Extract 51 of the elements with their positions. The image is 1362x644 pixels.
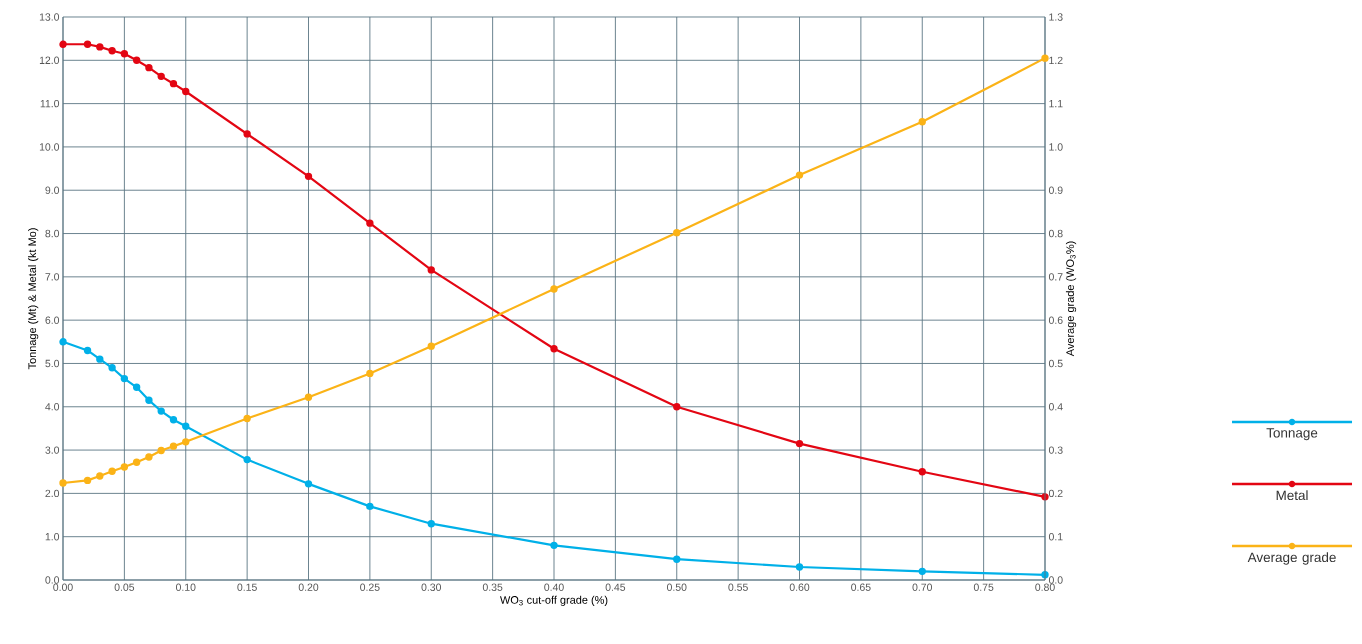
x-tick-label: 0.35: [482, 583, 503, 591]
x-tick-label: 0.10: [175, 583, 196, 591]
y2-axis-title: Average grade (WO$_{3}$%): [1065, 241, 1077, 357]
y-tick-label: 13.0: [39, 13, 60, 21]
y-tick-label: 8.0: [45, 229, 60, 238]
y2-tick-label: 0.4: [1048, 403, 1063, 411]
y2-tick-label: 0.6: [1048, 316, 1063, 324]
y-tick-label: 2.0: [45, 489, 60, 498]
y-tick-label: 4.0: [45, 403, 60, 411]
x-tick-label: 0.70: [912, 583, 933, 591]
y-tick-label: 5.0: [45, 359, 60, 368]
x-tick-label: 0.45: [605, 583, 626, 591]
y2-tick-label: 0.9: [1048, 186, 1063, 194]
x-tick-label: 0.55: [728, 583, 748, 591]
y-tick-label: 1.0: [45, 533, 60, 541]
legend-label: Average grade: [1247, 552, 1336, 565]
x-tick-label: 0.40: [544, 583, 564, 591]
y2-tick-label: 0.8: [1048, 229, 1063, 238]
y2-tick-label: 0.7: [1048, 273, 1063, 281]
x-tick-label: 0.60: [789, 583, 810, 591]
x-tick-label: 0.00: [53, 583, 73, 591]
y-axis-title: Tonnage (Mt) & Metal (kt Mo): [28, 228, 39, 370]
y-tick-label: 11.0: [40, 99, 60, 108]
x-tick-label: 0.80: [1035, 583, 1055, 591]
y-tick-label: 9.0: [45, 186, 60, 194]
x-tick-label: 0.30: [421, 583, 442, 591]
y-tick-label: 3.0: [45, 446, 60, 454]
y2-tick-label: 0.3: [1048, 446, 1063, 454]
y2-tick-label: 0.1: [1048, 533, 1063, 541]
y-tick-label: 0.0: [45, 576, 60, 584]
y2-tick-label: 0.2: [1048, 489, 1063, 498]
y-tick-label: 10.0: [39, 143, 60, 151]
y-tick-label: 6.0: [45, 316, 60, 324]
x-tick-label: 0.50: [666, 583, 687, 591]
x-tick-label: 0.05: [114, 583, 135, 591]
x-tick-label: 0.15: [237, 583, 257, 591]
y2-tick-label: 0.5: [1048, 359, 1063, 368]
y2-tick-label: 0.0: [1048, 576, 1063, 584]
x-axis-title: WO$_{3}$ cut-off grade (%): [500, 595, 608, 606]
x-tick-label: 0.20: [298, 583, 319, 591]
x-tick-label: 0.65: [851, 583, 871, 591]
x-tick-label: 0.25: [360, 583, 380, 591]
x-tick-label: 0.75: [973, 583, 994, 591]
y2-tick-label: 1.3: [1049, 13, 1063, 21]
y2-tick-label: 1.2: [1049, 56, 1063, 64]
legend-label: Tonnage: [1266, 428, 1318, 441]
y2-tick-label: 1.0: [1049, 143, 1063, 151]
legend-label: Metal: [1276, 490, 1308, 501]
y-tick-label: 7.0: [45, 273, 60, 281]
y-tick-label: 12.0: [39, 56, 60, 65]
y2-tick-label: 1.1: [1049, 100, 1063, 108]
